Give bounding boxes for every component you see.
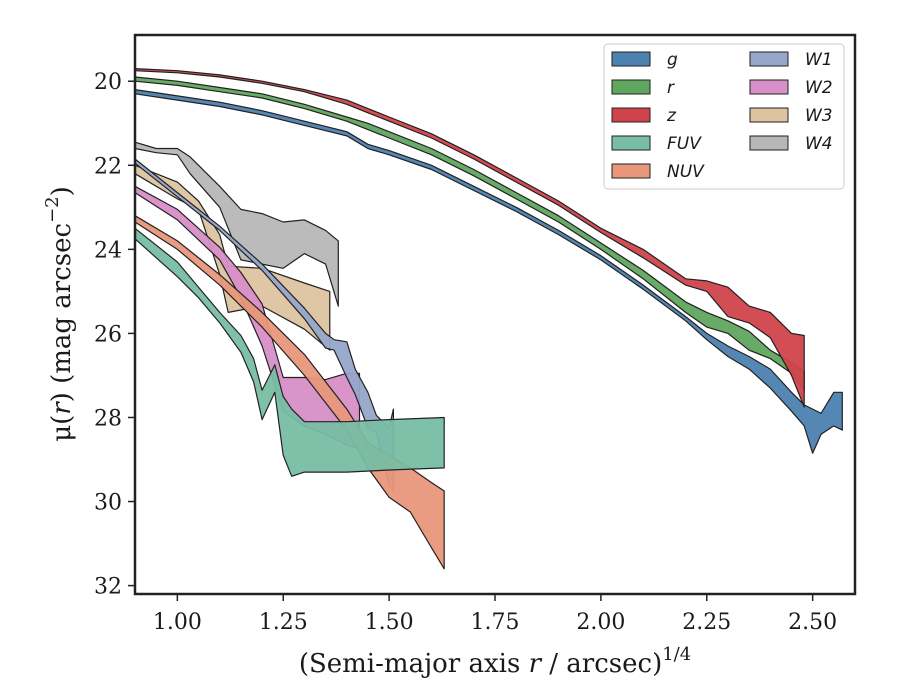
legend-swatch-r [611, 79, 651, 95]
y-tick-label: 20 [94, 70, 122, 95]
x-tick-label: 1.50 [365, 610, 414, 635]
legend-label-nuv: NUV [667, 162, 705, 182]
band-fuv [134, 227, 445, 477]
legend-swatch-w4 [749, 135, 789, 151]
y-tick-label: 28 [94, 406, 122, 431]
x-tick-label: 1.75 [471, 610, 520, 635]
y-axis: 20 22 24 26 28 30 32 [94, 70, 135, 600]
x-axis-title: (Semi-major axis r / arcsec)1/4 [299, 644, 691, 679]
legend-label-w2: W2 [805, 78, 833, 98]
x-axis: 1.00 1.25 1.50 1.75 2.00 2.25 2.50 [153, 594, 837, 635]
y-tick-label: 22 [94, 154, 122, 179]
legend-swatch-nuv [611, 163, 651, 179]
legend-label-r: r [667, 78, 675, 98]
legend-label-z: z [666, 106, 677, 126]
legend-swatch-z [611, 107, 651, 123]
series-bands [134, 67, 843, 570]
y-tick-label: 30 [94, 491, 122, 516]
legend-swatch-fuv [611, 135, 651, 151]
legend-entries: grz FUV NUV W1 W2 W3 W4 [611, 50, 833, 182]
legend-swatch-w2 [749, 79, 789, 95]
band-nuv [134, 215, 445, 570]
legend-label-fuv: FUV [667, 134, 702, 154]
y-axis-title: μ(r) (mag arcsec−2) [42, 186, 77, 442]
x-tick-label: 2.25 [682, 610, 731, 635]
legend-swatch-w1 [749, 51, 789, 67]
legend-label-w3: W3 [805, 106, 833, 126]
x-tick-label: 1.25 [259, 610, 308, 635]
x-tick-label: 1.00 [153, 610, 202, 635]
x-tick-label: 2.00 [576, 610, 625, 635]
legend-swatch-g [611, 51, 651, 67]
legend-label-w1: W1 [805, 50, 833, 70]
legend: grz FUV NUV W1 W2 W3 W4 [603, 43, 845, 190]
legend-swatch-w3 [749, 107, 789, 123]
legend-label-w4: W4 [805, 134, 833, 154]
y-tick-label: 26 [94, 322, 122, 347]
x-tick-label: 2.50 [788, 610, 837, 635]
band-g [134, 88, 843, 454]
y-tick-label: 32 [94, 575, 122, 600]
y-tick-label: 24 [94, 238, 122, 263]
legend-label-g: g [667, 50, 678, 70]
band-w4 [134, 141, 339, 307]
band-z [134, 67, 805, 408]
